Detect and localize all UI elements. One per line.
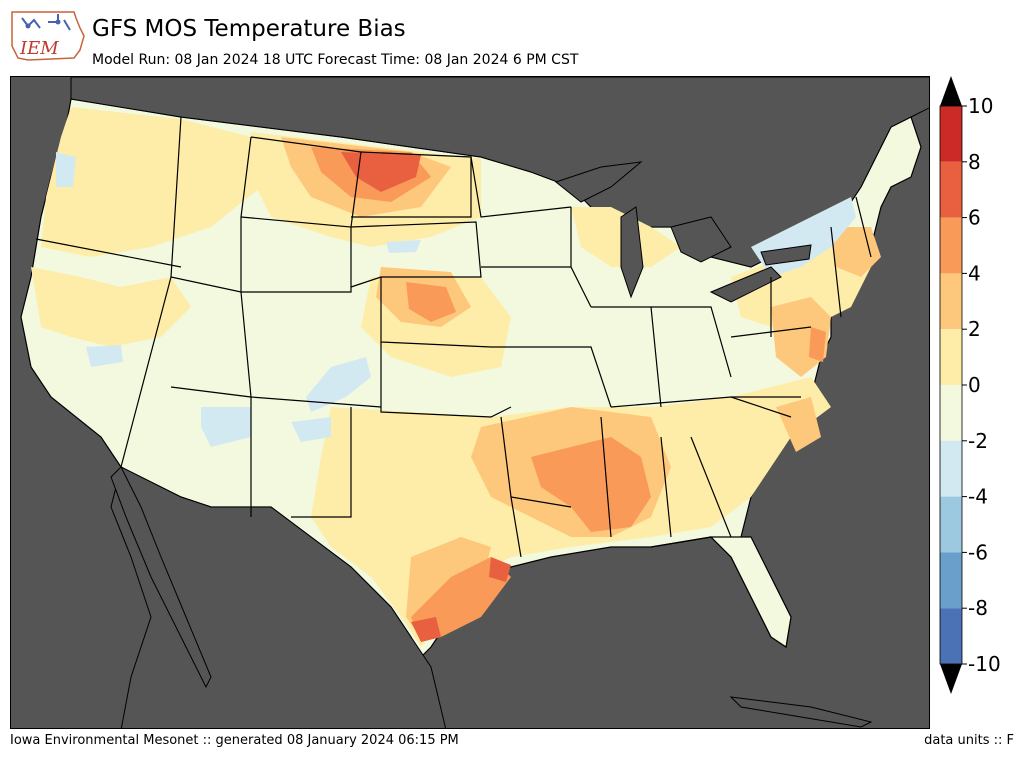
colorbar: -10 -8 -6 -4 -2 0 2 4 6 8 10	[936, 76, 1024, 694]
zone-neg-new-mexico	[291, 417, 331, 442]
lake-superior	[554, 161, 643, 203]
footer-units: data units :: F	[924, 733, 1014, 748]
colorbar-tick-label: -6	[968, 540, 988, 564]
colorbar-svg: -10 -8 -6 -4 -2 0 2 4 6 8 10	[939, 76, 1001, 694]
colorbar-tick-label: 8	[968, 150, 981, 174]
zone-neg-wyoming	[386, 240, 421, 253]
colorbar-segment	[940, 273, 962, 330]
colorbar-under-arrow	[940, 664, 962, 694]
baja-california	[110, 466, 212, 689]
map-canvas	[20, 77, 929, 728]
colorbar-segment	[940, 552, 962, 609]
colorbar-tick-label: -4	[968, 485, 988, 509]
zone-4-6-nebraska	[406, 282, 456, 322]
page-title: GFS MOS Temperature Bias	[92, 16, 406, 42]
zone-neg-colorado	[306, 357, 371, 412]
lake-michigan	[620, 206, 644, 299]
colorbar-tick-label: 10	[968, 94, 993, 118]
colorbar-tick-label: -10	[968, 652, 1001, 676]
colorbar-tick-label: 4	[968, 261, 981, 285]
map-panel	[10, 76, 930, 729]
colorbar-segment	[940, 161, 962, 218]
colorbar-segment	[940, 496, 962, 553]
logo-text: IEM	[19, 38, 59, 59]
colorbar-segment	[940, 385, 962, 441]
zone-0-2-west	[31, 267, 191, 347]
florida	[709, 536, 792, 649]
lake-ontario	[760, 244, 812, 266]
colorbar-segment	[940, 217, 962, 274]
zone-0-2-northwest	[41, 107, 261, 257]
colorbar-tick-label: 6	[968, 206, 981, 230]
colorbar-segment	[940, 440, 962, 497]
zone-6-8-texas-south	[411, 617, 441, 642]
zone-neg-nevada	[86, 345, 123, 367]
colorbar-tick-label: 2	[968, 317, 981, 341]
footer-credit: Iowa Environmental Mesonet :: generated …	[10, 733, 459, 748]
page-subtitle: Model Run: 08 Jan 2024 18 UTC Forecast T…	[92, 52, 579, 68]
zone-neg-pacific-nw	[56, 152, 76, 187]
colorbar-segment	[940, 608, 962, 664]
zone-6-8-texas-gulf	[489, 557, 511, 582]
colorbar-segment	[940, 329, 962, 385]
colorbar-segment	[940, 106, 962, 162]
lake-huron	[670, 216, 732, 263]
lake-erie	[709, 266, 782, 303]
zone-2-4-new-england	[831, 227, 881, 277]
colorbar-over-arrow	[940, 76, 962, 106]
state-boundaries	[35, 116, 872, 558]
zone-neg-arizona	[201, 407, 251, 447]
zone-6-8-north-dakota	[341, 152, 421, 192]
iem-logo: IEM	[8, 6, 88, 66]
colorbar-tick-label: 0	[968, 373, 981, 397]
cuba	[729, 696, 873, 728]
zone-4-6-delaware	[809, 327, 826, 362]
colorbar-tick-label: -2	[968, 429, 988, 453]
colorbar-tick-label: -8	[968, 596, 988, 620]
zone-2-4-carolina	[776, 397, 821, 452]
zone-4-6-mississippi	[531, 437, 651, 532]
